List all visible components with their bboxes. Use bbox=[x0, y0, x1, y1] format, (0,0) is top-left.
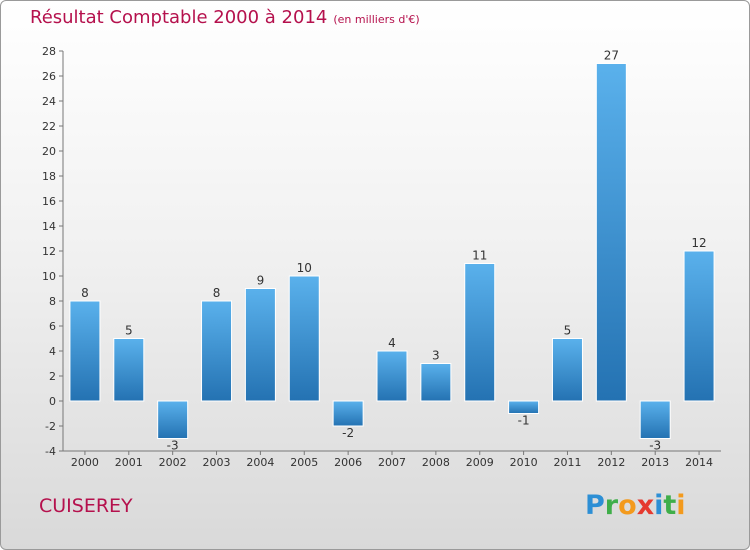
data-label: 8 bbox=[213, 286, 221, 300]
bar bbox=[376, 350, 408, 402]
bar bbox=[69, 300, 101, 402]
logo-letter: x bbox=[636, 490, 655, 521]
logo-letter: i bbox=[654, 490, 664, 521]
data-label: 3 bbox=[432, 349, 440, 363]
bar bbox=[551, 338, 583, 402]
data-label: 5 bbox=[125, 324, 133, 338]
y-tick-label: 8 bbox=[49, 295, 56, 308]
proxiti-logo: Proxiti bbox=[585, 490, 686, 521]
data-label: 5 bbox=[564, 324, 572, 338]
x-tick-label: 2008 bbox=[422, 456, 450, 469]
data-label: 9 bbox=[257, 274, 265, 288]
x-tick-label: 2013 bbox=[641, 456, 669, 469]
y-tick-label: 26 bbox=[42, 70, 56, 83]
title-text: Résultat Comptable 2000 à 2014 bbox=[30, 7, 328, 28]
bar bbox=[113, 338, 145, 402]
commune-name: CUISEREY bbox=[39, 495, 133, 517]
logo-letter: t bbox=[663, 490, 677, 521]
y-tick-label: 6 bbox=[49, 320, 56, 333]
data-label: 8 bbox=[81, 286, 89, 300]
chart-title: Résultat Comptable 2000 à 2014 (en millie… bbox=[30, 7, 420, 28]
data-label: -2 bbox=[342, 426, 354, 440]
x-tick-label: 2003 bbox=[203, 456, 231, 469]
y-tick-label: 4 bbox=[49, 345, 56, 358]
x-tick-label: 2009 bbox=[466, 456, 494, 469]
logo-letter: r bbox=[604, 490, 619, 521]
y-tick-label: 0 bbox=[49, 395, 56, 408]
bar bbox=[157, 400, 189, 439]
y-tick-label: -4 bbox=[45, 445, 56, 458]
x-tick-label: 2002 bbox=[159, 456, 187, 469]
x-tick-label: 2010 bbox=[510, 456, 538, 469]
y-tick-label: -2 bbox=[45, 420, 56, 433]
x-tick-label: 2007 bbox=[378, 456, 406, 469]
bar bbox=[683, 250, 715, 402]
bar bbox=[288, 275, 320, 402]
bar bbox=[508, 400, 540, 414]
y-tick-label: 28 bbox=[42, 45, 56, 58]
data-label: 12 bbox=[691, 236, 706, 250]
x-tick-label: 2000 bbox=[71, 456, 99, 469]
title-unit: (en milliers d'€) bbox=[333, 13, 420, 26]
y-tick-label: 14 bbox=[42, 220, 56, 233]
bar bbox=[595, 63, 627, 402]
data-label: 4 bbox=[388, 336, 396, 350]
x-tick-label: 2006 bbox=[334, 456, 362, 469]
y-tick-label: 2 bbox=[49, 370, 56, 383]
bar bbox=[244, 288, 276, 402]
bar bbox=[332, 400, 364, 427]
data-label: 10 bbox=[297, 261, 312, 275]
bar bbox=[420, 363, 452, 402]
y-tick-label: 16 bbox=[42, 195, 56, 208]
y-tick-label: 18 bbox=[42, 170, 56, 183]
bar bbox=[464, 263, 496, 402]
x-tick-label: 2011 bbox=[553, 456, 581, 469]
data-label: -3 bbox=[649, 439, 661, 453]
x-tick-label: 2004 bbox=[246, 456, 274, 469]
x-tick-label: 2001 bbox=[115, 456, 143, 469]
bar bbox=[639, 400, 671, 439]
data-label: 11 bbox=[472, 249, 487, 263]
data-label: 27 bbox=[604, 49, 619, 63]
y-tick-label: 20 bbox=[42, 145, 56, 158]
x-tick-label: 2005 bbox=[290, 456, 318, 469]
data-label: -3 bbox=[167, 439, 179, 453]
y-tick-label: 22 bbox=[42, 120, 56, 133]
x-tick-label: 2012 bbox=[597, 456, 625, 469]
y-tick-label: 24 bbox=[42, 95, 56, 108]
logo-letter: o bbox=[618, 490, 637, 521]
logo-letter: P bbox=[585, 490, 605, 521]
x-tick-label: 2014 bbox=[685, 456, 713, 469]
bar bbox=[201, 300, 233, 402]
logo-letter: i bbox=[676, 490, 686, 521]
y-tick-label: 10 bbox=[42, 270, 56, 283]
y-tick-label: 12 bbox=[42, 245, 56, 258]
data-label: -1 bbox=[518, 414, 530, 428]
